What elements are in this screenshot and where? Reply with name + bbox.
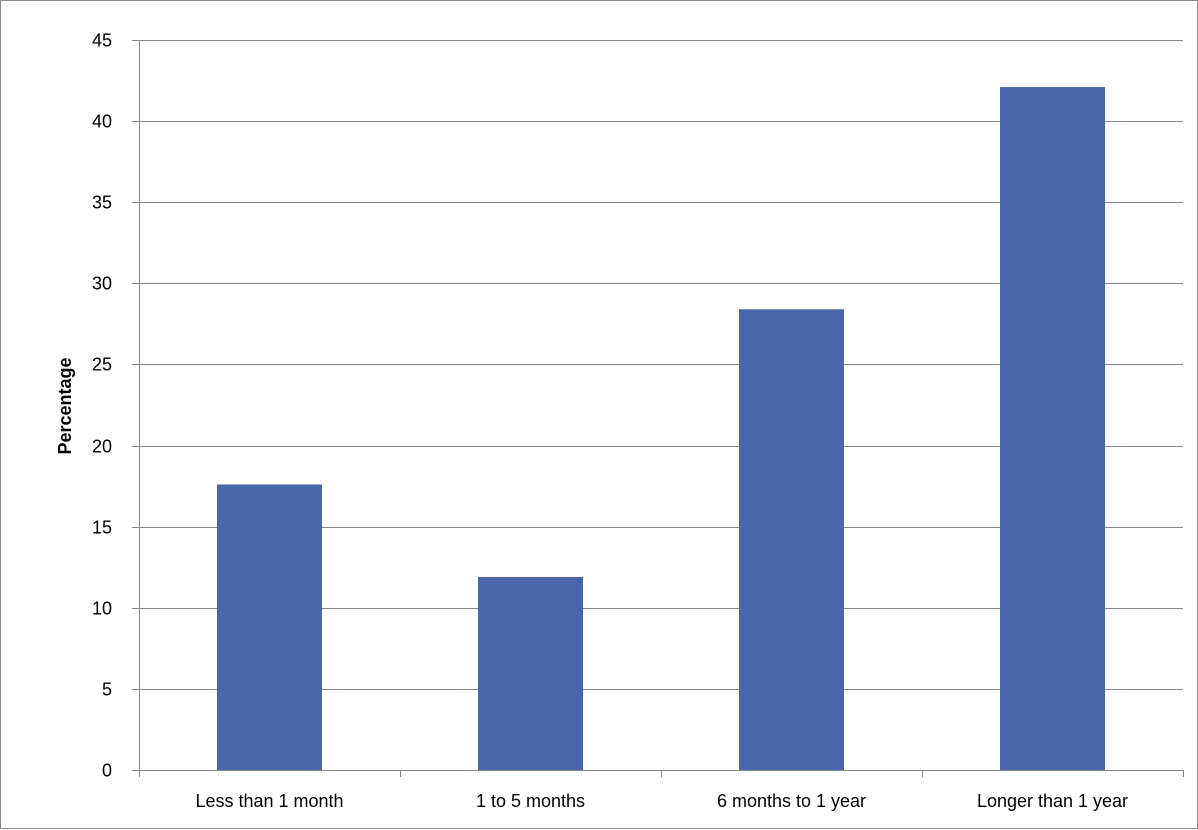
bar [1000, 87, 1105, 771]
y-axis-title: Percentage [55, 357, 75, 454]
y-tick-label: 20 [92, 437, 112, 457]
x-tick-label: 6 months to 1 year [717, 791, 866, 811]
y-tick-label: 25 [92, 355, 112, 375]
x-tick-label: 1 to 5 months [476, 791, 585, 811]
y-tick-label: 30 [92, 274, 112, 294]
bars [217, 87, 1105, 771]
bar [739, 309, 844, 770]
x-tick-label: Longer than 1 year [977, 791, 1128, 811]
y-tick-label: 40 [92, 112, 112, 132]
x-tick-label: Less than 1 month [195, 791, 343, 811]
y-tick-label: 0 [102, 761, 112, 781]
bar [217, 484, 322, 770]
y-tick-label: 5 [102, 680, 112, 700]
bar [478, 576, 583, 770]
y-tick-label: 15 [92, 518, 112, 538]
y-tick-label: 35 [92, 193, 112, 213]
y-tick-label: 10 [92, 599, 112, 619]
y-tick-labels: 0 5 10 15 20 25 30 35 40 45 [92, 31, 112, 781]
y-tick-label: 45 [92, 31, 112, 51]
x-tick-labels: Less than 1 month 1 to 5 months 6 months t… [195, 791, 1128, 811]
axes [132, 40, 1184, 777]
